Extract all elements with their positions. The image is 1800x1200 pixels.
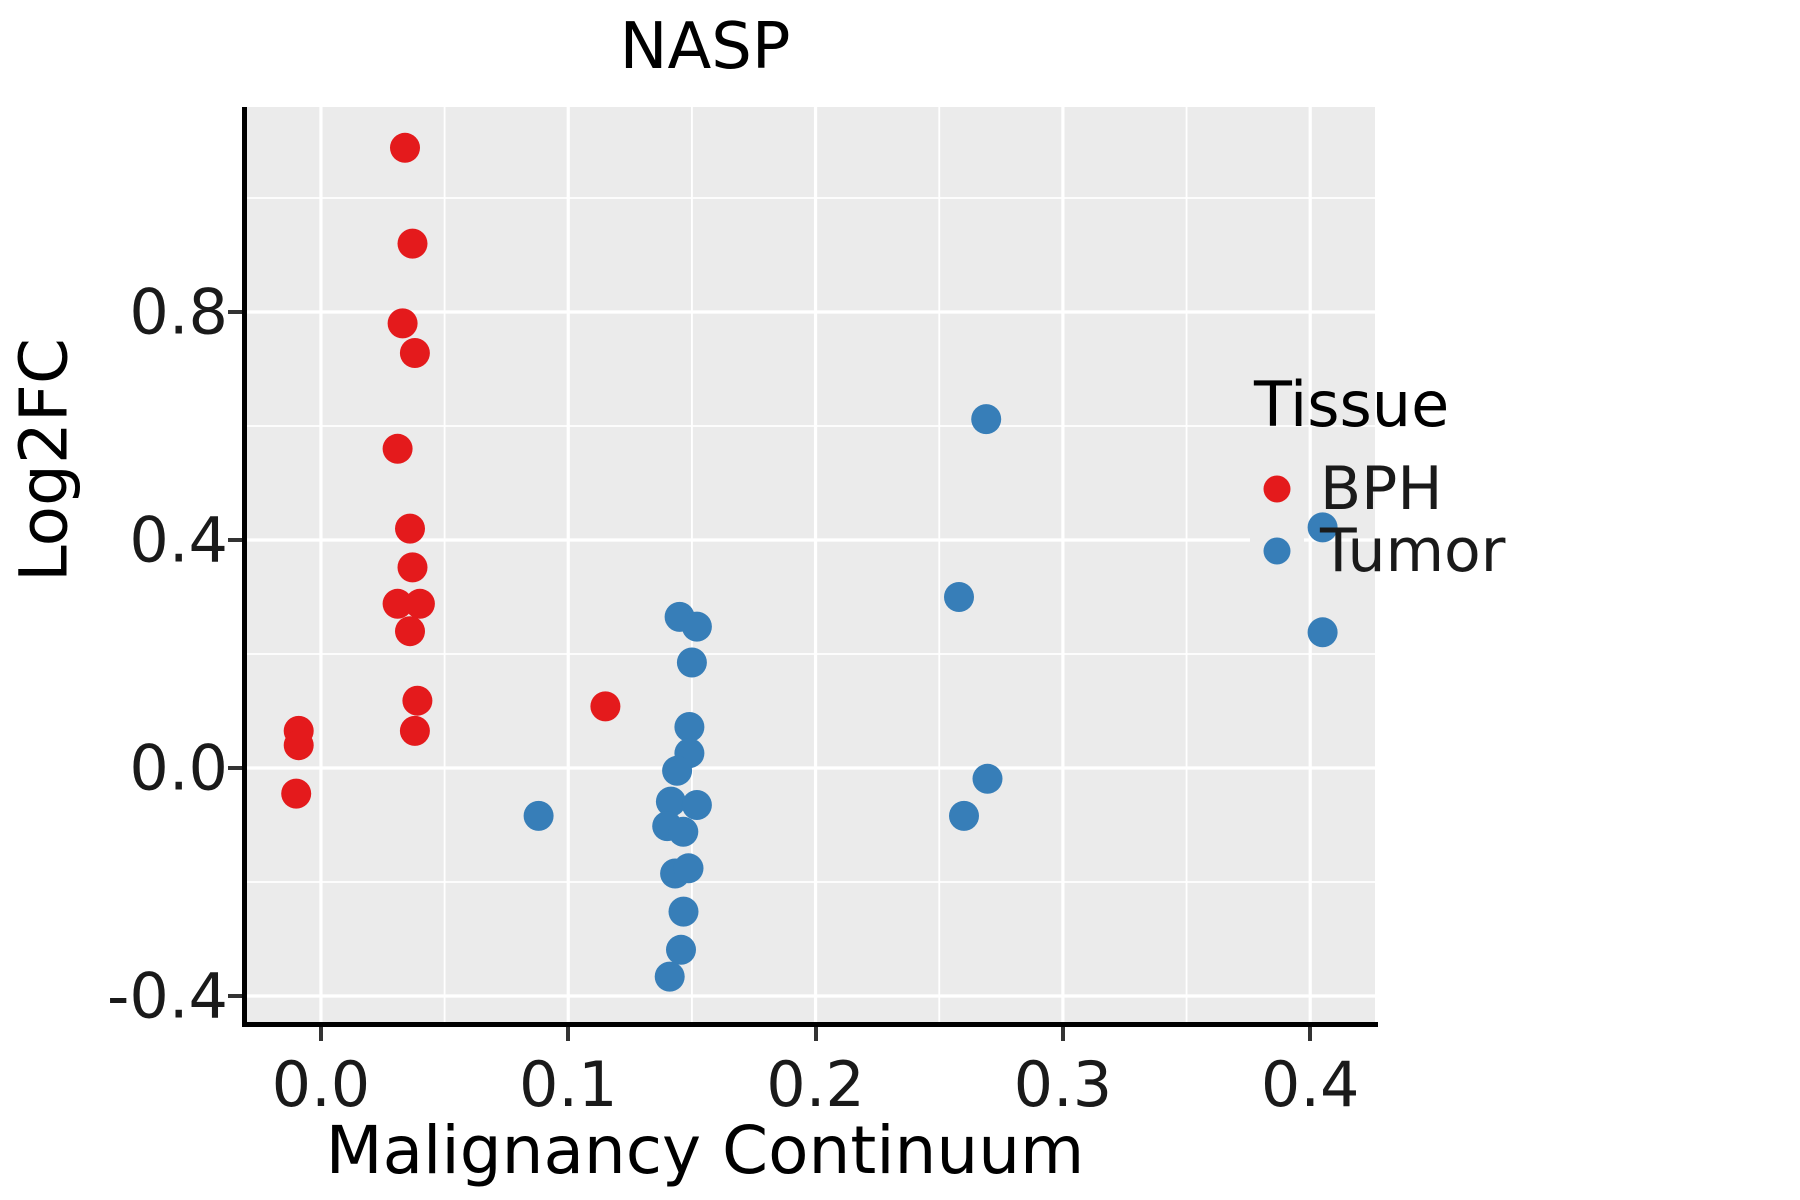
- x-tick-label: 0.1: [518, 1048, 618, 1121]
- x-tick-mark: [566, 1027, 571, 1041]
- y-tick-label: 0.0: [129, 731, 228, 805]
- data-point-bph: [387, 308, 418, 339]
- data-point-tumor: [971, 404, 1002, 435]
- data-point-bph: [397, 552, 428, 583]
- data-point-tumor: [674, 712, 705, 742]
- data-point-tumor: [681, 790, 712, 820]
- data-point-tumor: [673, 853, 704, 884]
- data-point-bph: [404, 588, 435, 619]
- x-axis-label: Malignancy Continuum: [325, 1112, 1085, 1189]
- x-axis-spine: [242, 1022, 1378, 1027]
- data-point-bph: [399, 715, 430, 746]
- legend-label: BPH: [1320, 454, 1443, 524]
- data-point-tumor: [944, 582, 974, 612]
- data-point-tumor: [655, 786, 686, 817]
- data-point-tumor: [949, 800, 979, 831]
- legend-entry-tumor: Tumor: [1250, 516, 1505, 586]
- data-point-bph: [395, 616, 425, 647]
- y-tick-label: -0.4: [107, 959, 228, 1033]
- legend-key: [1250, 462, 1304, 516]
- data-point-bph: [281, 778, 312, 809]
- data-point-bph: [395, 513, 425, 544]
- data-point-bph: [402, 685, 433, 716]
- legend-label: Tumor: [1320, 516, 1506, 586]
- data-point-bph: [382, 433, 413, 464]
- legend-entry-bph: BPH: [1250, 454, 1505, 524]
- data-point-tumor: [972, 763, 1003, 794]
- legend-dot-icon: [1263, 475, 1291, 503]
- y-axis-label: Log2FC: [5, 338, 83, 582]
- data-point-tumor: [668, 896, 699, 927]
- data-point-tumor: [666, 934, 696, 965]
- x-tick-label: 0.4: [1260, 1048, 1360, 1121]
- legend: Tissue BPH Tumor: [1250, 368, 1505, 586]
- y-tick-label: 0.8: [129, 275, 228, 349]
- data-point-tumor: [676, 647, 707, 678]
- x-tick-label: 0.3: [1013, 1048, 1113, 1121]
- x-tick-label: 0.2: [766, 1048, 865, 1121]
- x-tick-mark: [813, 1027, 818, 1041]
- data-point-bph: [390, 132, 420, 163]
- data-point-bph: [382, 588, 413, 619]
- y-tick-mark: [228, 537, 242, 542]
- x-tick-mark: [1060, 1027, 1065, 1041]
- x-tick-label: 0.0: [271, 1048, 371, 1121]
- y-tick-label: 0.4: [129, 503, 228, 577]
- chart-title: NASP: [619, 10, 791, 84]
- x-tick-mark: [318, 1027, 323, 1041]
- y-axis-spine: [242, 107, 247, 1027]
- legend-dot-icon: [1263, 537, 1291, 565]
- y-tick-mark: [228, 309, 242, 314]
- data-point-tumor: [662, 755, 693, 786]
- data-point-bph: [397, 228, 428, 259]
- data-point-tumor: [523, 800, 554, 831]
- plot-panel: [247, 107, 1375, 1022]
- data-point-bph: [399, 338, 430, 368]
- data-point-tumor: [681, 611, 712, 642]
- data-point-tumor: [1307, 512, 1338, 543]
- legend-title: Tissue: [1254, 368, 1450, 441]
- data-point-bph: [283, 730, 314, 761]
- x-tick-mark: [1308, 1027, 1313, 1041]
- data-point-tumor: [1307, 617, 1338, 648]
- y-tick-mark: [228, 765, 242, 770]
- scatter-plot: [247, 107, 1375, 1022]
- y-tick-mark: [228, 994, 242, 998]
- data-point-tumor: [654, 961, 685, 992]
- data-point-bph: [590, 691, 621, 722]
- data-point-tumor: [668, 816, 699, 847]
- legend-key: [1250, 524, 1304, 578]
